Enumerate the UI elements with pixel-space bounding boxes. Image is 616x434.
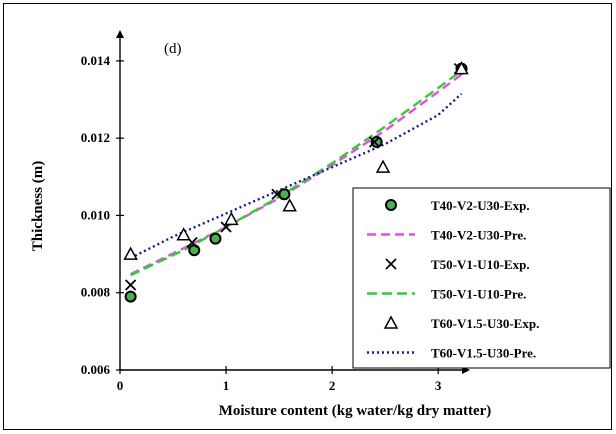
data-point <box>188 244 201 257</box>
data-point <box>368 136 381 148</box>
legend-label: T40-V2-U30-Pre. <box>431 228 526 243</box>
y-tick-label: 0.012 <box>81 130 110 145</box>
data-point <box>282 198 297 212</box>
data-point <box>209 232 222 245</box>
data-point <box>123 246 138 260</box>
data-point-stroke <box>271 188 283 200</box>
x-tick-label: 0 <box>117 378 124 393</box>
y-tick-label: 0.006 <box>81 362 111 377</box>
series-line-t40-v2-u30-pre- <box>130 73 463 276</box>
data-point <box>375 159 391 173</box>
legend-item: T40-V2-U30-Pre. <box>367 228 526 243</box>
data-point <box>224 211 239 226</box>
legend: T40-V2-U30-Exp. T40-V2-U30-Pre. T50-V1-U10… <box>352 187 611 369</box>
legend-item: T60-V1.5-U30-Exp. <box>383 315 539 331</box>
panel-label: (d) <box>164 41 182 57</box>
legend-label: T60-V1.5-U30-Pre. <box>431 346 536 361</box>
y-axis-arrow <box>116 30 124 38</box>
data-point-stroke <box>368 136 381 148</box>
x-tick-label: 1 <box>223 378 230 393</box>
x-tick-label: 2 <box>329 378 336 393</box>
legend-label: T60-V1.5-U30-Exp. <box>431 316 539 331</box>
data-point <box>278 188 291 201</box>
legend-swatch-stroke <box>385 258 397 270</box>
y-tick-label: 0.008 <box>81 285 111 300</box>
y-axis-title: Thickness (m) <box>30 161 46 251</box>
legend-swatch <box>383 315 399 329</box>
x-tick-label: 3 <box>435 378 442 393</box>
legend-item: T60-V1.5-U30-Pre. <box>367 346 536 361</box>
data-point-stroke <box>124 279 137 291</box>
data-point <box>271 188 283 200</box>
data-point <box>454 61 469 75</box>
legend-item: T40-V2-U30-Exp. <box>385 198 530 213</box>
legend-label: T40-V2-U30-Exp. <box>431 198 530 213</box>
legend-item: T50-V1-U10-Exp. <box>385 257 530 272</box>
legend-swatch <box>385 258 397 270</box>
legend-swatch <box>385 199 397 211</box>
legend-label: T50-V1-U10-Pre. <box>431 287 526 302</box>
data-point <box>370 136 383 149</box>
y-tick-label: 0.010 <box>81 207 110 222</box>
legend-box <box>352 187 611 369</box>
x-axis-title: Moisture content (kg water/kg dry matter… <box>219 403 492 419</box>
legend-label: T50-V1-U10-Exp. <box>431 257 530 272</box>
series-markers-t60-v1-5-u30-exp- <box>123 61 469 260</box>
series-layer <box>123 61 469 303</box>
data-point <box>176 227 191 241</box>
data-point <box>124 290 137 303</box>
data-point <box>124 279 137 291</box>
data-point-stroke <box>186 236 198 249</box>
y-tick-label: 0.014 <box>81 53 111 68</box>
legend-item: T50-V1-U10-Pre. <box>367 287 526 302</box>
axes: 0.006 0.008 0.010 0.012 0.014 0 1 2 3 <box>81 30 470 393</box>
